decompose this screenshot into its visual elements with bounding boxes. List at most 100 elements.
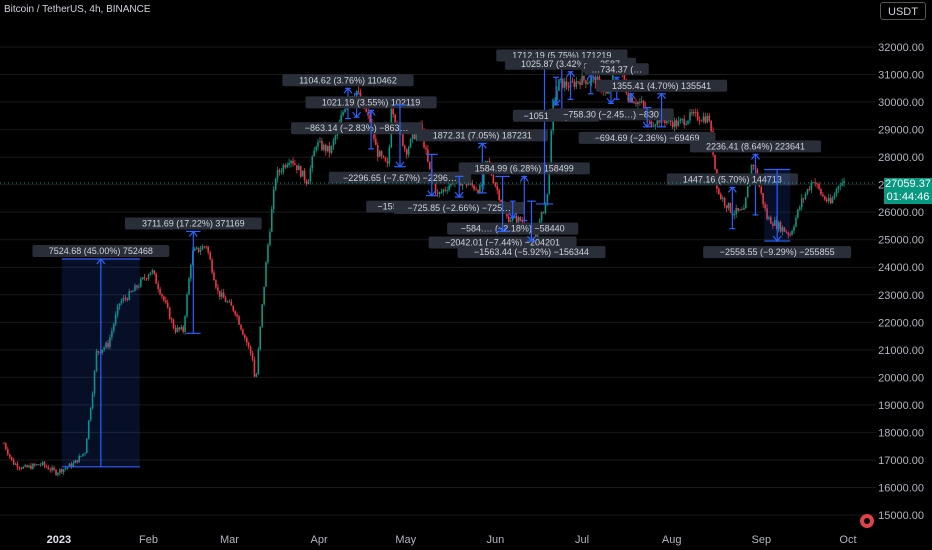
candle-body [309,168,312,182]
x-tick-label: Aug [662,534,682,546]
candle-body [664,119,666,124]
candle-body [205,246,208,248]
candle-body [509,220,512,223]
candle-body [382,155,385,158]
candle-body [82,453,84,456]
candle-body [718,188,720,195]
candle-body [357,90,360,93]
measure-arrow-head [366,109,376,116]
candle-body [95,351,98,372]
candle-body [74,460,77,464]
candle-body [535,234,537,238]
measure-label-bg [447,222,579,235]
y-tick-label: 19000.00 [878,400,924,412]
measure-label-bg [595,79,728,92]
candle-body [47,467,50,470]
candle-body [822,194,824,197]
candle-body [725,205,728,209]
candle-body [163,296,165,301]
candle-body [68,463,71,467]
candle-body [109,337,111,347]
candle-body [114,314,117,325]
candle-body [267,244,269,263]
measure-arrow-head [498,226,508,233]
candle-body [311,156,314,169]
candle-body [126,298,129,300]
candle-body [118,303,121,307]
candle-body [561,78,564,88]
candle-body [41,462,44,465]
candle-body [80,455,82,457]
candle-body [294,163,296,165]
candle-body [64,467,67,469]
candle-body [590,78,593,83]
measure-label: −2042.01 (−7.44%) −204201 [445,237,560,247]
candle-body [802,198,805,200]
candle-body [427,149,429,162]
measure-label: 2236.41 (8.64%) 223641 [706,141,805,151]
candle-body [220,292,223,297]
candle-body [500,199,502,204]
candle-body [249,346,252,354]
candle-body [170,319,173,320]
candle-body [143,277,146,279]
candle-body [193,248,196,251]
candle-body [120,301,123,304]
candle-body [720,194,722,199]
candle-body [781,227,784,232]
candle-body [735,207,737,215]
candle-body [296,164,298,171]
y-tick-label: 23000.00 [878,290,924,302]
candle-body [696,112,699,120]
candle-body [737,207,739,211]
measure-label-bg [416,129,548,142]
candle-body [683,118,685,125]
candle-body [176,327,179,332]
candle-body [272,189,275,209]
candle-body [299,166,302,177]
candle-body [544,202,547,214]
chart-settings-icon[interactable] [860,514,874,528]
candle-body [461,182,464,186]
y-tick-label: 22000.00 [878,317,924,329]
y-tick-label: 29000.00 [878,125,924,137]
candle-body [30,465,32,469]
candle-body [637,101,639,105]
candle-body [473,185,475,190]
candle-body [685,123,687,125]
candle-body [741,209,743,211]
candle-body [492,174,495,183]
candle-body [700,120,703,122]
candle-body [376,145,379,157]
candle-body [57,472,59,475]
measure-arrow-head [343,87,353,94]
candle-body [442,189,445,192]
candle-body [380,151,383,156]
candle-body [800,198,803,208]
candle-body [76,460,78,463]
measure-label-bg [428,236,577,249]
candle-body [513,215,516,217]
candle-body [59,469,61,473]
measure-label: −725.85 (−2.66%) −725… [407,203,511,213]
candle-body [24,465,26,467]
candle-body [689,112,691,121]
currency-selector[interactable]: USDT [880,2,926,20]
candle-body [228,301,231,303]
candle-body [211,259,213,273]
candle-body [157,283,159,289]
candle-body [195,247,198,249]
candle-body [259,326,262,350]
candle-body [816,183,818,185]
candle-body [585,80,587,85]
candle-body [245,337,248,343]
candle-body [103,347,105,350]
candle-body [831,198,834,204]
candle-body [324,144,327,152]
candle-body [567,86,570,88]
candle-body [342,112,344,116]
candle-body [571,81,574,83]
candle-body [209,252,211,260]
candle-body [820,188,822,195]
